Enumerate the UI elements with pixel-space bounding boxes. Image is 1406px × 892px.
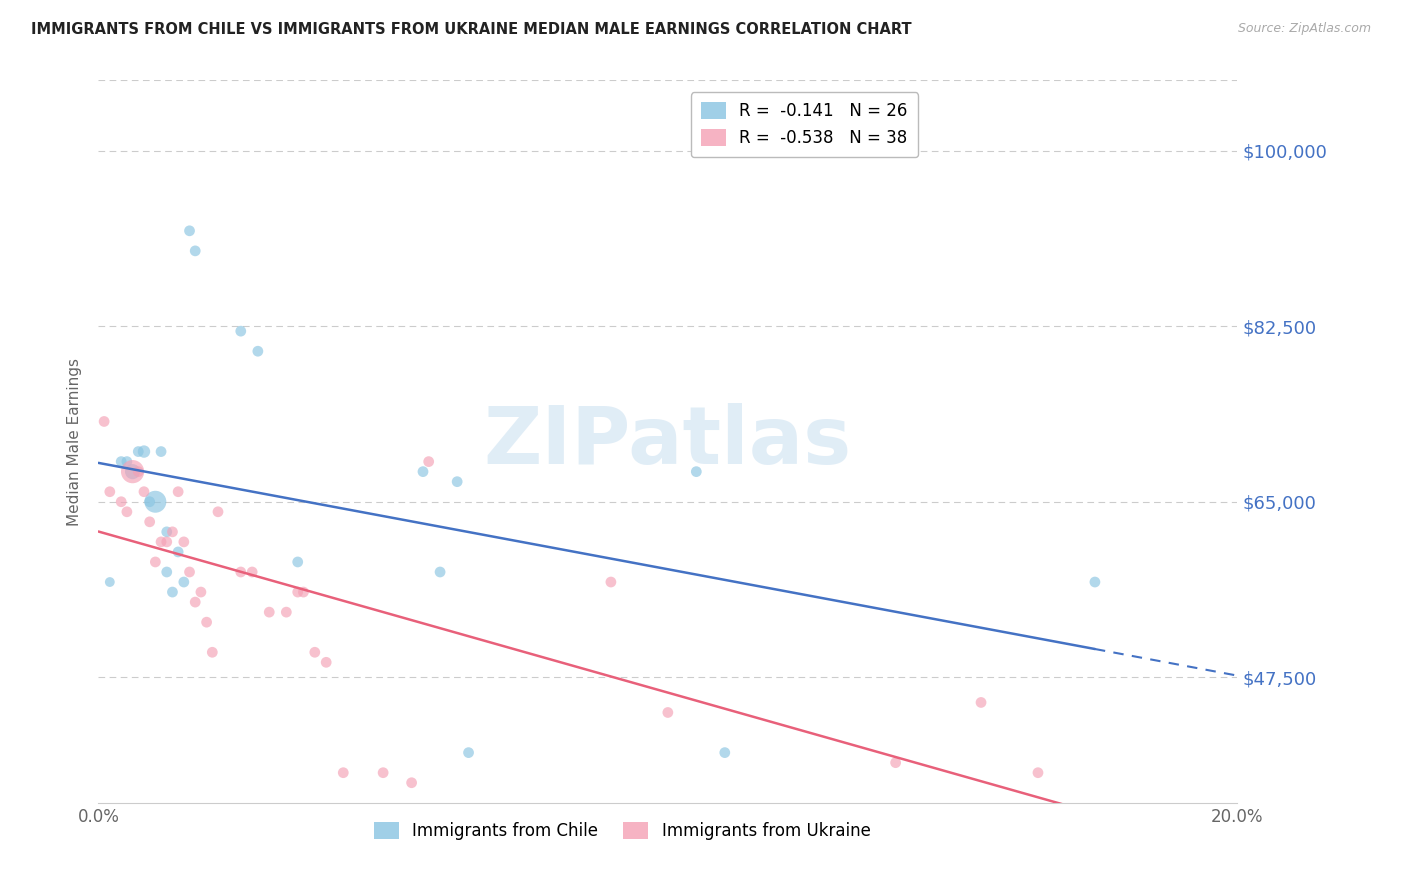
Point [201,645,224,659]
Point [292,585,315,599]
Text: ZIPatlas: ZIPatlas [484,402,852,481]
Point [600,574,623,589]
Point [332,765,354,780]
Point [145,494,167,508]
Point [132,444,155,458]
Point [179,565,201,579]
Point [229,565,252,579]
Point [276,605,298,619]
Point [156,565,179,579]
Text: Source: ZipAtlas.com: Source: ZipAtlas.com [1237,22,1371,36]
Point [1112,815,1135,830]
Point [115,454,138,468]
Point [121,465,143,479]
Point [195,615,218,630]
Point [150,444,173,458]
Point [173,574,195,589]
Text: IMMIGRANTS FROM CHILE VS IMMIGRANTS FROM UKRAINE MEDIAN MALE EARNINGS CORRELATIO: IMMIGRANTS FROM CHILE VS IMMIGRANTS FROM… [31,22,911,37]
Point [714,746,737,760]
Point [167,484,190,499]
Point [173,534,195,549]
Point [98,484,121,499]
Point [446,475,468,489]
Point [190,585,212,599]
Point [229,324,252,338]
Point [145,555,167,569]
Y-axis label: Median Male Earnings: Median Male Earnings [67,358,83,525]
Point [115,505,138,519]
Point [246,344,269,359]
Point [167,545,190,559]
Point [429,565,451,579]
Point [207,505,229,519]
Point [373,765,395,780]
Point [685,465,707,479]
Point [259,605,281,619]
Point [401,776,423,790]
Point [121,465,143,479]
Point [304,645,326,659]
Point [184,244,207,258]
Point [970,696,993,710]
Point [412,465,434,479]
Point [138,515,160,529]
Point [457,746,479,760]
Point [150,534,173,549]
Point [657,706,679,720]
Point [162,524,184,539]
Point [1026,765,1049,780]
Legend: Immigrants from Chile, Immigrants from Ukraine: Immigrants from Chile, Immigrants from U… [367,815,877,847]
Point [127,444,149,458]
Point [287,585,309,599]
Point [184,595,207,609]
Point [156,524,179,539]
Point [287,555,309,569]
Point [156,534,179,549]
Point [93,414,115,428]
Point [110,454,132,468]
Point [179,224,201,238]
Point [884,756,907,770]
Point [1084,574,1107,589]
Point [240,565,263,579]
Point [315,655,337,669]
Point [98,574,121,589]
Point [138,494,160,508]
Point [127,465,149,479]
Point [110,494,132,508]
Point [132,484,155,499]
Point [418,454,440,468]
Point [162,585,184,599]
